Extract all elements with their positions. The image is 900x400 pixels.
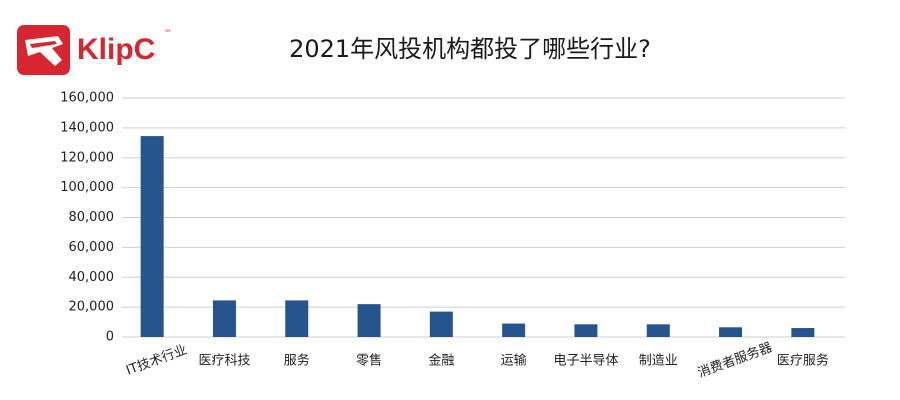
bar xyxy=(429,311,453,337)
bar xyxy=(357,304,381,337)
y-tick-label: 40,000 xyxy=(69,270,115,285)
chart-title: 2021年风投机构都投了哪些行业? xyxy=(289,35,651,63)
bar xyxy=(646,324,670,337)
y-tick-label: 160,000 xyxy=(60,91,114,106)
x-tick-label: 消费者服务器 xyxy=(696,339,775,381)
y-tick-label: 80,000 xyxy=(69,210,115,225)
y-tick-label: 100,000 xyxy=(60,180,114,195)
x-tick-label: 电子半导体 xyxy=(553,354,618,369)
x-tick-label: 运输 xyxy=(501,353,527,369)
x-tick-label: 金融 xyxy=(428,353,454,369)
x-tick-label: 制造业 xyxy=(639,354,678,369)
bar xyxy=(574,324,598,337)
bar xyxy=(285,300,309,337)
logo: KlipC ™ xyxy=(17,25,172,75)
bar xyxy=(791,328,815,337)
x-tick-label: IT技术行业 xyxy=(124,343,189,379)
y-tick-label: 120,000 xyxy=(60,150,114,165)
y-tick-label: 0 xyxy=(106,330,114,345)
y-tick-label: 20,000 xyxy=(69,300,115,315)
bar xyxy=(719,327,743,337)
x-tick-label: 零售 xyxy=(356,353,382,369)
x-tick-label: 医疗科技 xyxy=(198,354,250,369)
logo-shape xyxy=(30,41,57,48)
x-tick-label: 服务 xyxy=(284,353,310,369)
bar xyxy=(140,136,164,337)
y-tick-label: 140,000 xyxy=(60,120,114,135)
x-tick-label: 医疗服务 xyxy=(777,353,829,369)
y-tick-label: 60,000 xyxy=(69,240,115,255)
brand-name: KlipC xyxy=(77,33,155,66)
bar xyxy=(212,300,236,337)
bar xyxy=(502,323,526,337)
brand-mark: ™ xyxy=(164,29,172,38)
